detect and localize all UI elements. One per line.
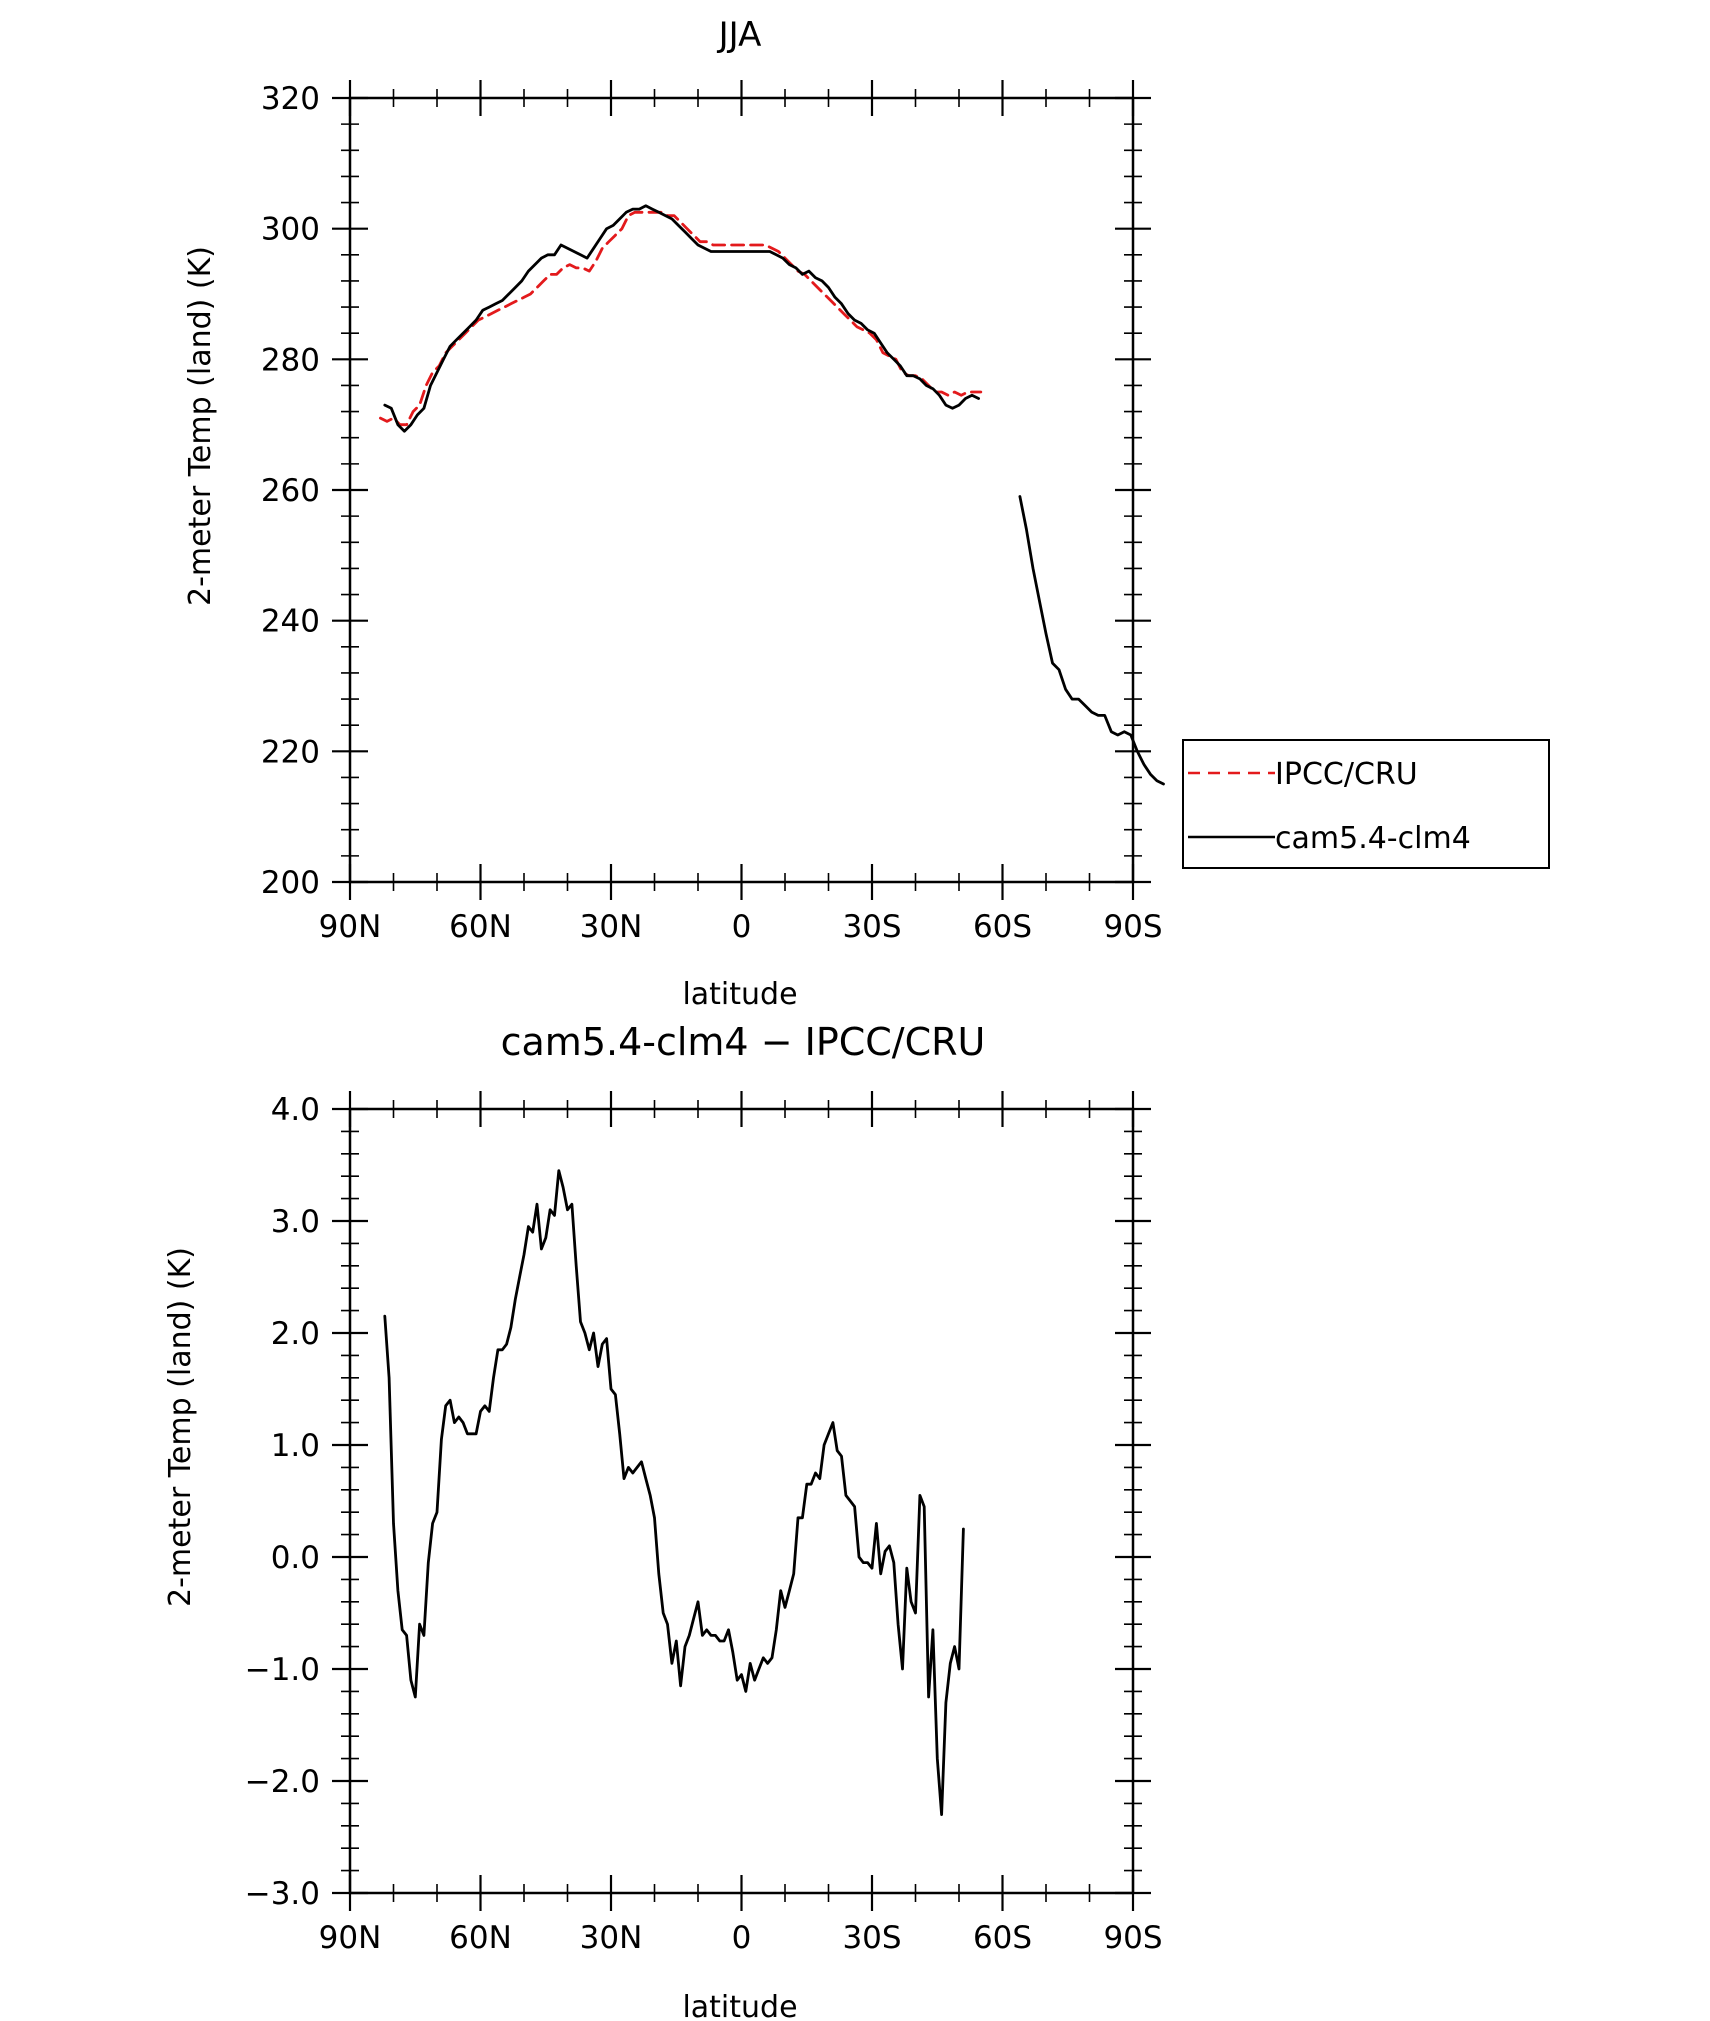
- x-tick-label: 60S: [973, 1920, 1032, 1956]
- series-lines: [383, 1169, 965, 1816]
- y-tick-label: −2.0: [245, 1764, 320, 1800]
- x-tick-label: 60N: [449, 1920, 512, 1956]
- y-tick-label: 280: [261, 342, 320, 378]
- chart-panel-top: JJA 2-meter Temp (land) (K) latitude 320…: [183, 15, 1550, 1012]
- series-line-ipcc-cru-segment-0: [378, 210, 983, 427]
- x-tick-label: 0: [732, 909, 752, 945]
- legend-label-cam54-clm4: cam5.4-clm4: [1275, 821, 1471, 856]
- series-line-cam5-4-clm4-segment-1: [1018, 495, 1165, 786]
- x-tick-label: 60S: [973, 909, 1032, 945]
- y-tick-label: 4.0: [271, 1092, 320, 1128]
- legend: IPCC/CRU cam5.4-clm4: [1182, 739, 1550, 869]
- y-tick-label: 320: [261, 81, 320, 117]
- axis-ticks: [332, 80, 1151, 900]
- y-tick-label: 240: [261, 604, 320, 640]
- y-tick-label: −1.0: [245, 1652, 320, 1688]
- x-tick-label: 30S: [842, 909, 901, 945]
- y-tick-label: 260: [261, 473, 320, 509]
- legend-label-ipcc-cru: IPCC/CRU: [1275, 757, 1418, 792]
- axes-frame: [348, 96, 1135, 884]
- y-axis-label: 2-meter Temp (land) (K): [163, 1247, 198, 1607]
- plot-area-frame: [348, 96, 1135, 884]
- y-tick-label: 2.0: [271, 1316, 320, 1352]
- series-lines: [378, 204, 1165, 786]
- chart-panel-bottom: cam5.4-clm4 − IPCC/CRU 2-meter Temp (lan…: [163, 1020, 1163, 2021]
- x-tick-label: 90S: [1103, 1920, 1162, 1956]
- series-line-difference-segment-0: [383, 1169, 965, 1816]
- y-tick-label: −3.0: [245, 1876, 320, 1912]
- legend-box: [1182, 739, 1550, 869]
- y-tick-label: 1.0: [271, 1428, 320, 1464]
- x-axis-label: latitude: [682, 1990, 797, 2021]
- x-tick-label: 90N: [319, 1920, 382, 1956]
- axis-tick-labels: 320 300 280 260 240 220 200 90N 60N 30N 0 30S 60S 90S: [261, 81, 1163, 945]
- x-tick-label: 0: [732, 1920, 752, 1956]
- axis-tick-labels: 4.0 3.0 2.0 1.0 0.0 −1.0 −2.0 −3.0 90N 60N 30N 0 30S…: [245, 1092, 1163, 1956]
- axes-frame: [348, 1107, 1135, 1895]
- y-tick-label: 200: [261, 865, 320, 901]
- plot-area-frame: [348, 1107, 1135, 1895]
- x-tick-label: 90S: [1103, 909, 1162, 945]
- x-tick-label: 60N: [449, 909, 512, 945]
- y-tick-label: 0.0: [271, 1540, 320, 1576]
- x-tick-label: 90N: [319, 909, 382, 945]
- y-tick-label: 300: [261, 212, 320, 248]
- y-tick-label: 3.0: [271, 1204, 320, 1240]
- y-tick-label: 220: [261, 734, 320, 770]
- x-tick-label: 30N: [580, 909, 643, 945]
- x-tick-label: 30S: [842, 1920, 901, 1956]
- chart-title: cam5.4-clm4 − IPCC/CRU: [501, 1020, 986, 1064]
- series-line-cam5-4-clm4-segment-0: [383, 204, 980, 433]
- x-tick-label: 30N: [580, 1920, 643, 1956]
- axis-ticks: [332, 1091, 1151, 1911]
- y-axis-label: 2-meter Temp (land) (K): [183, 246, 218, 606]
- x-axis-label: latitude: [682, 977, 797, 1012]
- chart-title: JJA: [717, 15, 762, 55]
